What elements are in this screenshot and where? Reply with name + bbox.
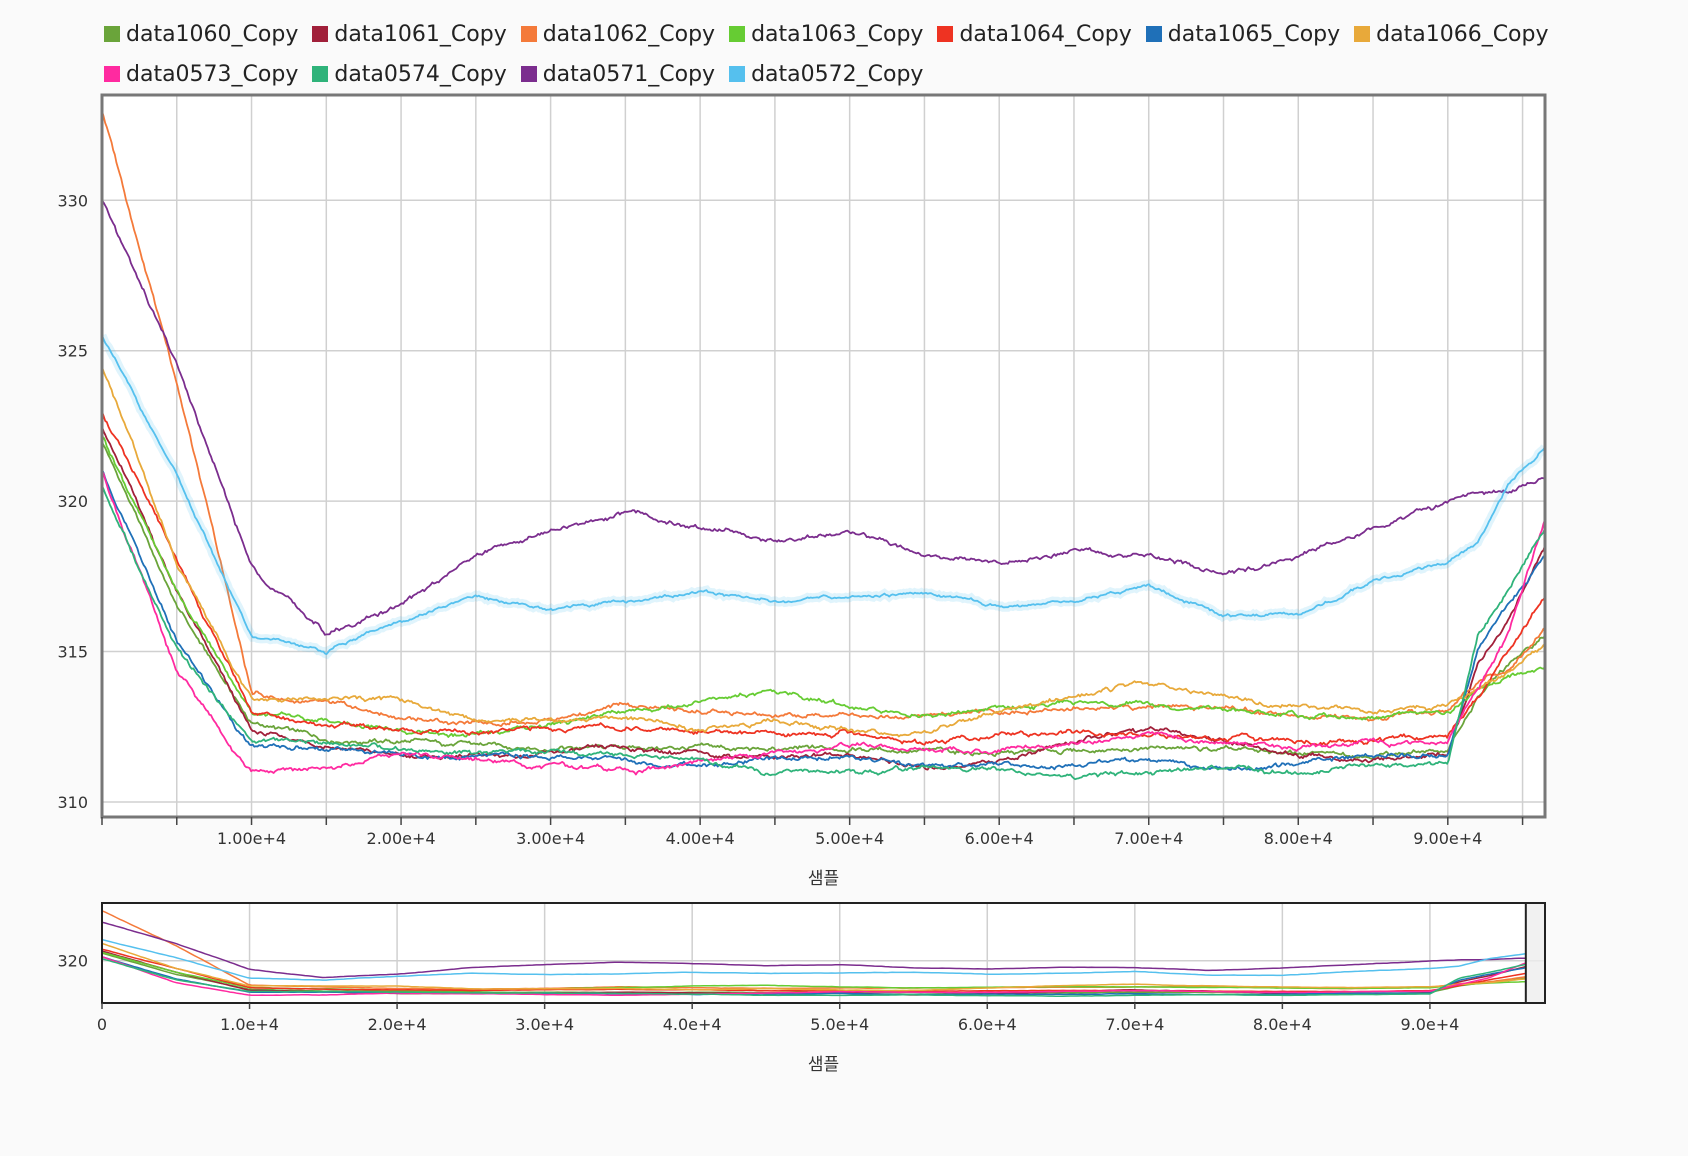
plot-background (102, 95, 1545, 817)
x-tick-label: 4.00e+4 (666, 829, 735, 848)
overview-x-tick-label: 4.0e+4 (663, 1015, 722, 1034)
y-tick-label: 315 (57, 643, 88, 662)
legend-item-data0572-copy[interactable]: data0572_Copy (729, 60, 923, 88)
overview-y-tick-label: 320 (57, 952, 88, 971)
overview-x-axis-title: 샘플 (808, 1055, 839, 1075)
legend-swatch (312, 26, 329, 42)
legend-item-data1063-copy[interactable]: data1063_Copy (729, 20, 923, 48)
legend-swatch (1145, 26, 1162, 42)
legend-swatch (937, 26, 954, 42)
y-tick-label: 330 (57, 191, 88, 210)
series-line-data0572-copy (102, 335, 1545, 655)
overview-x-tick-label: 9.0e+4 (1400, 1015, 1459, 1034)
overview-x-tick-label: 7.0e+4 (1105, 1015, 1164, 1034)
x-tick-label: 9.00e+4 (1413, 829, 1482, 848)
legend-label: data0573_Copy (126, 61, 299, 87)
legend-item-data1065-copy[interactable]: data1065_Copy (1145, 20, 1341, 48)
overview-line-data0572-copy (102, 938, 1526, 981)
overview-line-data0573-copy (102, 955, 1527, 997)
series-group (102, 110, 1545, 781)
legend-label: data1065_Copy (1167, 21, 1341, 47)
y-tick-label: 320 (57, 492, 88, 511)
legend-swatch (104, 26, 120, 42)
series-line-data1066-copy (102, 366, 1545, 738)
legend-label: data1060_Copy (126, 21, 299, 47)
overview-x-tick-label: 3.0e+4 (515, 1015, 574, 1034)
legend-swatch (1354, 26, 1371, 42)
legend-item-data0571-copy[interactable]: data0571_Copy (520, 60, 716, 88)
overview-x-tick-label: 8.0e+4 (1253, 1015, 1312, 1034)
x-tick-label: 3.00e+4 (516, 829, 585, 848)
legend-label: data1066_Copy (1376, 21, 1549, 47)
legend-label: data1063_Copy (751, 21, 924, 47)
legend-item-data1064-copy[interactable]: data1064_Copy (937, 20, 1132, 48)
x-tick-label: 5.00e+4 (815, 829, 884, 848)
series-line-data0574-copy (102, 485, 1545, 781)
legend-item-data0573-copy[interactable]: data0573_Copy (104, 60, 298, 88)
legend: data1060_Copy data1061_Copy data1062_Copy d… (104, 20, 1584, 100)
x-tick-label: 2.00e+4 (367, 829, 436, 848)
overview-selection-shade[interactable] (1525, 903, 1545, 1003)
x-tick-label: 8.00e+4 (1264, 829, 1333, 848)
legend-item-data1060-copy[interactable]: data1060_Copy (104, 20, 298, 48)
legend-label: data1064_Copy (959, 21, 1132, 47)
overview-line-data0571-copy (102, 921, 1526, 979)
series-line-data1065-copy (102, 469, 1545, 772)
legend-label: data1062_Copy (542, 21, 716, 47)
legend-item-data1062-copy[interactable]: data1062_Copy (520, 20, 716, 48)
overview-x-tick-label: 6.0e+4 (958, 1015, 1017, 1034)
legend-label: data0571_Copy (542, 61, 716, 87)
legend-item-data0574-copy[interactable]: data0574_Copy (312, 60, 507, 88)
overview-line-data1066-copy (102, 942, 1526, 992)
overview-x-tick-label: 5.0e+4 (810, 1015, 869, 1034)
y-tick-label: 325 (57, 342, 88, 361)
series-line-data0573-copy (102, 470, 1545, 776)
overview-series-group (102, 910, 1527, 998)
legend-label: data0572_Copy (751, 61, 924, 87)
overview-frame (101, 902, 1546, 1004)
legend-swatch (520, 26, 537, 42)
plot-frame (100, 93, 1547, 819)
legend-label: data0574_Copy (334, 61, 507, 87)
x-axis-title: 샘플 (808, 869, 839, 889)
overview-chart: 320 0 1.0e+4 2.0e+4 3.0e+4 4.0e+4 5.0e+4 6.0e+4… (57, 902, 1546, 1075)
legend-swatch (729, 26, 746, 42)
legend-swatch (312, 66, 329, 82)
overview-x-tick-label: 0 (97, 1015, 107, 1034)
series-line-data1061-copy (102, 426, 1545, 771)
x-tick-label: 7.00e+4 (1114, 829, 1183, 848)
overview-x-tick-label: 1.0e+4 (220, 1015, 279, 1034)
x-tick-label: 6.00e+4 (965, 829, 1034, 848)
overview-x-tick-label: 2.0e+4 (368, 1015, 427, 1034)
legend-label: data1061_Copy (334, 21, 507, 47)
legend-swatch (729, 66, 746, 82)
legend-item-data1061-copy[interactable]: data1061_Copy (312, 20, 507, 48)
legend-swatch (520, 66, 537, 82)
legend-swatch (104, 66, 120, 82)
series-line-data1064-copy (102, 411, 1545, 746)
series-line-data0571-copy (102, 199, 1545, 636)
overview-line-data0574-copy (102, 957, 1526, 998)
x-tick-label: 1.00e+4 (217, 829, 286, 848)
y-tick-label: 310 (57, 793, 88, 812)
overview-line-data1064-copy (102, 948, 1526, 993)
legend-item-data1066-copy[interactable]: data1066_Copy (1354, 20, 1549, 48)
main-chart: 310 315 320 325 330 1.00e+4 2.00e+4 3.00e+4 4.00… (57, 93, 1547, 889)
